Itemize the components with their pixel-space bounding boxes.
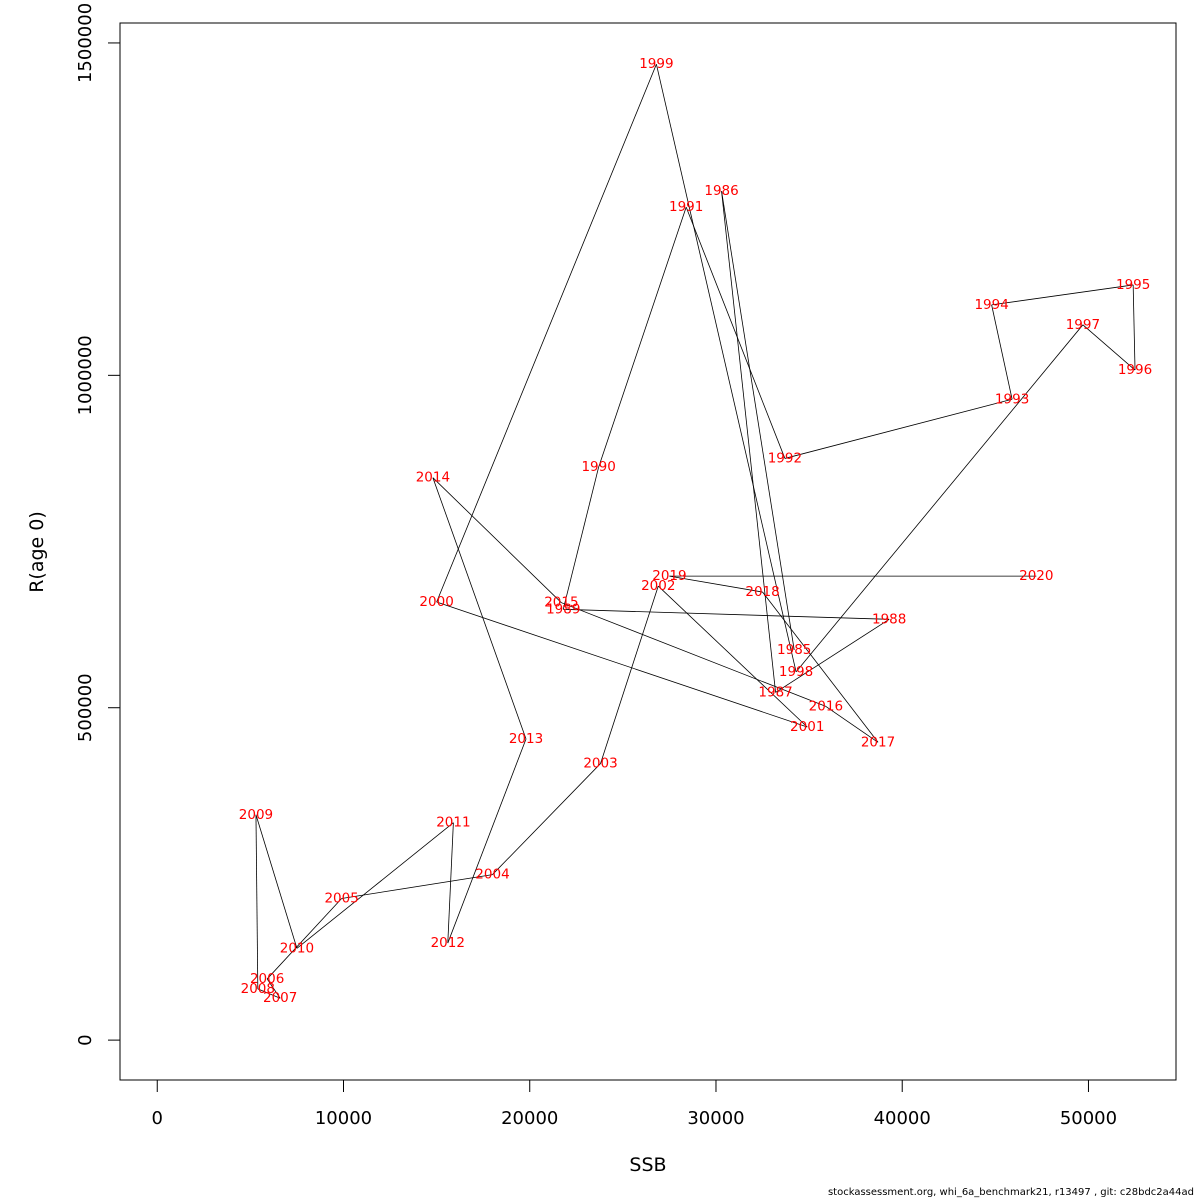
trajectory-segment [1082,324,1136,371]
year-label-2016: 2016 [809,698,843,714]
trajectory-segment [784,398,1013,459]
y-tick-label: 500000 [75,673,96,742]
y-tick-label: 1000000 [75,335,96,415]
trajectory-segment [657,585,808,728]
trajectory-segment [721,191,795,650]
x-tick-label: 10000 [315,1108,372,1129]
year-label-2003: 2003 [583,756,617,772]
year-label-2007: 2007 [263,990,297,1006]
y-tick-label: 0 [75,1034,96,1045]
year-label-1997: 1997 [1066,317,1100,333]
year-label-1987: 1987 [758,684,792,700]
year-label-2017: 2017 [861,734,895,750]
trajectory-segment [257,988,281,999]
trajectory-segment [775,618,890,693]
year-label-1990: 1990 [581,459,615,475]
trajectory-segment [991,284,1134,306]
trajectory-segment [598,207,687,468]
trajectory-segment [721,191,776,693]
trajectory-segment [447,822,454,944]
trajectory-segment [762,591,879,743]
year-label-2000: 2000 [419,594,453,610]
trajectory-segment [436,64,657,603]
year-label-1996: 1996 [1118,362,1152,378]
year-label-1999: 1999 [639,56,673,72]
year-label-2010: 2010 [280,940,314,956]
year-label-1988: 1988 [872,611,906,627]
x-axis: 0 10000 20000 30000 40000 50000 [152,1079,1117,1129]
y-axis: 0 500000 1000000 1500000 [75,3,121,1046]
year-label-2009: 2009 [239,807,273,823]
y-axis-title: R(age 0) [26,511,48,593]
trajectory-segment [296,822,454,949]
x-tick-label: 30000 [687,1108,744,1129]
year-label-2002: 2002 [641,578,675,594]
trajectory-segment [600,585,659,764]
trajectory-segment [795,324,1084,673]
trajectory-segment [562,466,600,610]
year-label-1985: 1985 [777,642,811,658]
trajectory-segment [255,814,298,949]
year-label-1994: 1994 [974,297,1008,313]
trajectory-segment [266,978,281,999]
trajectory-segment [266,898,342,980]
year-label-2019: 2019 [652,568,686,584]
year-label-2011: 2011 [436,815,470,831]
year-label-2006: 2006 [250,971,284,987]
trajectory-segment [669,575,763,593]
trajectory-line-group [255,64,1136,999]
year-label-group: 1985 1986 1987 1988 1989 1990 1991 1992 1993 1994… [239,56,1152,1006]
trajectory-segment [563,608,890,620]
trajectory-segment [255,814,259,989]
plot-frame [119,22,1177,1081]
trajectory-segment [447,738,527,944]
year-label-1992: 1992 [768,450,802,466]
x-tick-label: 20000 [501,1108,558,1129]
year-label-1998: 1998 [779,664,813,680]
trajectory-segment [492,763,601,875]
year-label-2020: 2020 [1019,568,1053,584]
y-tick-label: 1500000 [75,3,96,83]
trajectory-segment [991,304,1013,400]
year-label-2008: 2008 [241,981,275,997]
year-label-2001: 2001 [790,719,824,735]
trajectory-segment [436,601,808,728]
year-label-2004: 2004 [475,867,509,883]
year-label-1989: 1989 [546,601,580,617]
x-tick-label: 40000 [874,1108,931,1129]
trajectory-segment [685,206,786,459]
trajectory-segment [655,64,797,672]
year-label-1993: 1993 [995,391,1029,407]
year-label-2014: 2014 [416,470,450,486]
x-tick-label: 0 [152,1108,163,1129]
footer-credit: stockassessment.org, whi_6a_benchmark21,… [827,1187,1194,1198]
year-label-2015: 2015 [544,595,578,611]
year-label-2012: 2012 [431,935,465,951]
year-label-2018: 2018 [745,584,779,600]
trajectory-segment [1132,284,1136,371]
year-label-1986: 1986 [704,183,738,199]
year-label-2013: 2013 [509,731,543,747]
trajectory-segment [561,602,827,707]
trajectory-segment [825,706,879,743]
trajectory-segment [432,477,527,740]
year-label-2005: 2005 [324,891,358,907]
x-tick-label: 50000 [1060,1108,1117,1129]
trajectory-segment [341,874,493,899]
x-axis-title: SSB [629,1154,666,1176]
trajectory-segment [432,477,562,603]
year-label-1995: 1995 [1116,277,1150,293]
year-label-1991: 1991 [669,199,703,215]
